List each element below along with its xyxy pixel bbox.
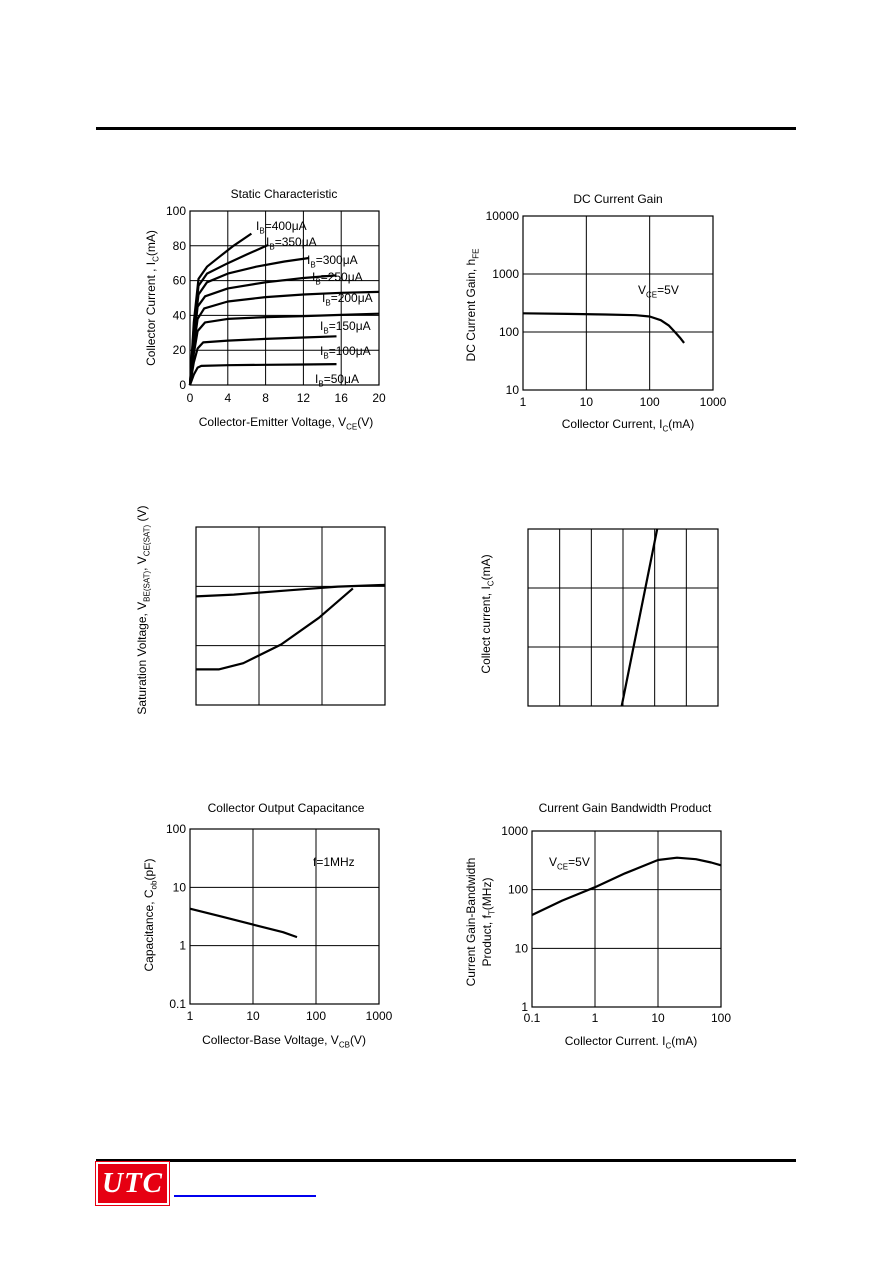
y-axis-label: Saturation Voltage, VBE(SAT), VCE(SAT) (… — [135, 505, 151, 714]
vsat-curve — [195, 583, 386, 598]
x-tick-label: 12 — [297, 391, 311, 405]
x-tick-label: 8 — [262, 391, 269, 405]
x-tick-label: 1 — [592, 1011, 599, 1025]
y-tick-label: 1000 — [492, 267, 519, 281]
x-tick-label: 10 — [246, 1009, 260, 1023]
y-tick-label: 0 — [179, 378, 186, 392]
logo-text: UTC — [102, 1167, 163, 1199]
hfe-grid — [522, 215, 714, 391]
y-tick-label: 100 — [499, 325, 519, 339]
vsat-grid — [195, 526, 386, 706]
y-tick-label: 10 — [515, 941, 529, 955]
plot-frame — [189, 210, 380, 386]
series-label: IB=50μA — [315, 372, 359, 388]
x-axis-label: Collector-Emitter Voltage, VCE(V) — [199, 415, 374, 431]
y-axis-label: Collect current, IC(mA) — [479, 554, 495, 673]
series-label: IB=250μA — [312, 270, 363, 286]
y-axis-label-line2: Product, fT(MHz) — [480, 878, 496, 967]
x-axis-label: Collector Current, IC(mA) — [562, 417, 694, 433]
y-tick-label: 1 — [521, 1000, 528, 1014]
chart-title: DC Current Gain — [573, 192, 662, 206]
plot-frame — [522, 215, 714, 391]
y-tick-label: 1 — [179, 939, 186, 953]
y-tick-label: 0.1 — [169, 997, 186, 1011]
y-tick-label: 80 — [173, 239, 187, 253]
ib-curve — [188, 232, 253, 386]
plot-frame — [527, 528, 719, 707]
hfe-curve — [522, 312, 685, 344]
vsat-curve — [196, 587, 354, 671]
x-tick-label: 10 — [580, 395, 594, 409]
ib-curve — [188, 290, 380, 386]
x-tick-label: 10 — [651, 1011, 665, 1025]
x-tick-label: 16 — [335, 391, 349, 405]
y-axis-label: Capacitance, Cob(pF) — [142, 859, 158, 972]
cob-grid — [189, 828, 380, 1005]
ic-curve — [620, 528, 659, 707]
x-tick-label: 100 — [306, 1009, 326, 1023]
chart-title: Current Gain Bandwidth Product — [539, 801, 712, 815]
y-axis-label: Collector Current , IC(mA) — [144, 230, 160, 366]
plot-frame — [195, 526, 386, 706]
y-tick-label: 10 — [173, 880, 187, 894]
chart-title: Static Characteristic — [231, 187, 338, 201]
plot-frame — [531, 830, 722, 1008]
ib-curve — [188, 335, 337, 386]
cob-curve — [189, 907, 298, 939]
x-tick-label: 20 — [372, 391, 386, 405]
footer-rule — [96, 1159, 796, 1162]
ib-curve — [188, 256, 310, 386]
y-tick-label: 20 — [173, 343, 187, 357]
chart-title: Collector Output Capacitance — [208, 801, 365, 815]
y-tick-label: 10 — [506, 383, 520, 397]
ic-grid — [527, 528, 719, 707]
footer-link-line[interactable] — [174, 1195, 316, 1197]
x-tick-label: 0 — [187, 391, 194, 405]
ib-curve — [188, 243, 269, 386]
x-tick-label: 1 — [187, 1009, 194, 1023]
ft-curve — [531, 856, 722, 916]
x-tick-label: 1000 — [366, 1009, 393, 1023]
y-tick-label: 100 — [166, 822, 186, 836]
x-tick-label: 4 — [224, 391, 231, 405]
series-label: IB=350μA — [266, 235, 317, 251]
y-tick-label: 40 — [173, 308, 187, 322]
ib-curve — [188, 312, 380, 386]
header-rule — [96, 127, 796, 130]
x-tick-label: 1000 — [700, 395, 727, 409]
x-tick-label: 0.1 — [524, 1011, 541, 1025]
series-label: IB=400μA — [256, 219, 307, 235]
utc-logo: UTC — [95, 1161, 170, 1206]
static-grid — [189, 210, 380, 386]
y-tick-label: 60 — [173, 274, 187, 288]
x-tick-label: 100 — [640, 395, 660, 409]
ft-grid — [531, 830, 722, 1008]
y-tick-label: 1000 — [501, 824, 528, 838]
frequency-annotation: f=1MHz — [313, 855, 355, 869]
y-axis-label-line1: Current Gain-Bandwidth — [464, 858, 478, 987]
series-label: IB=300μA — [307, 253, 358, 269]
ib-curve — [188, 274, 337, 386]
series-label: IB=150μA — [320, 319, 371, 335]
y-axis-label: DC Current Gain, hFE — [464, 249, 480, 362]
vce-annotation: VCE=5V — [638, 283, 679, 299]
x-axis-label: Collector-Base Voltage, VCB(V) — [202, 1033, 366, 1049]
ib-curve — [188, 363, 337, 386]
x-tick-label: 1 — [520, 395, 527, 409]
series-label: IB=200μA — [322, 291, 373, 307]
plot-frame — [189, 828, 380, 1005]
y-tick-label: 10000 — [486, 209, 520, 223]
x-tick-label: 100 — [711, 1011, 731, 1025]
y-tick-label: 100 — [166, 204, 186, 218]
series-label: IB=100μA — [320, 344, 371, 360]
x-axis-label: Collector Current. IC(mA) — [565, 1034, 697, 1050]
y-tick-label: 100 — [508, 883, 528, 897]
vce-annotation: VCE=5V — [549, 855, 590, 871]
